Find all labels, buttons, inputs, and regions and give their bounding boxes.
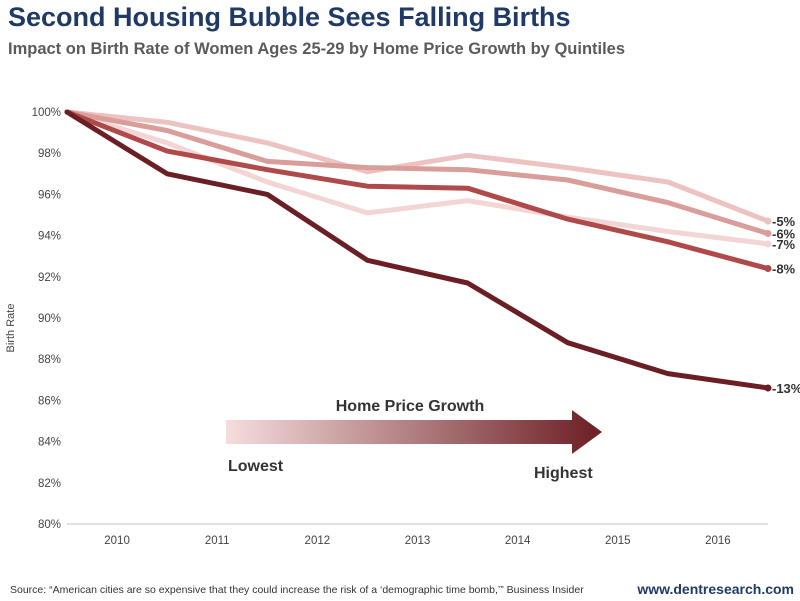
series-end-point bbox=[764, 265, 772, 273]
series-line-3 bbox=[64, 109, 771, 236]
series-end-point bbox=[764, 240, 772, 248]
y-tick-label: 94% bbox=[38, 231, 61, 243]
series-end-label: -7% bbox=[772, 237, 796, 252]
highest-label: Highest bbox=[534, 465, 593, 482]
home-price-growth-label: Home Price Growth bbox=[336, 398, 484, 415]
x-tick-label: 2012 bbox=[305, 535, 331, 547]
y-tick-label: 96% bbox=[38, 189, 61, 201]
x-tick-label: 2013 bbox=[405, 535, 431, 547]
home-price-growth-arrow bbox=[226, 410, 602, 454]
y-tick-label: 86% bbox=[38, 395, 61, 407]
y-tick-label: 92% bbox=[38, 272, 61, 284]
chart-subtitle: Impact on Birth Rate of Women Ages 25-29… bbox=[8, 40, 626, 58]
series-line-1 bbox=[64, 109, 771, 247]
series-end-point bbox=[764, 217, 772, 225]
y-tick-label: 98% bbox=[38, 148, 61, 160]
website-link[interactable]: www.dentresearch.com bbox=[637, 581, 794, 597]
series-line-2 bbox=[64, 109, 771, 224]
x-tick-label: 2015 bbox=[605, 535, 631, 547]
lowest-label: Lowest bbox=[228, 458, 284, 475]
x-tick-label: 2014 bbox=[505, 535, 531, 547]
series-end-label: -8% bbox=[772, 262, 796, 277]
series-end-label: -5% bbox=[772, 214, 796, 229]
y-tick-label: 84% bbox=[38, 437, 61, 449]
y-tick-label: 100% bbox=[32, 107, 61, 119]
y-axis-label: Birth Rate bbox=[5, 304, 17, 353]
y-tick-label: 88% bbox=[38, 354, 61, 366]
y-tick-label: 80% bbox=[38, 519, 61, 531]
series-end-point bbox=[764, 384, 772, 392]
source-note: Source: “American cities are so expensiv… bbox=[10, 584, 584, 596]
series-end-label: -13% bbox=[772, 381, 800, 396]
series-end-point bbox=[764, 230, 772, 238]
series-end-label: -6% bbox=[772, 227, 796, 242]
x-tick-label: 2011 bbox=[205, 535, 230, 547]
chart-title: Second Housing Bubble Sees Falling Birth… bbox=[8, 2, 571, 32]
y-tick-label: 82% bbox=[38, 478, 61, 490]
series-line-4 bbox=[64, 109, 771, 272]
x-tick-label: 2010 bbox=[104, 535, 130, 547]
series-line-5 bbox=[64, 109, 771, 391]
x-tick-label: 2016 bbox=[705, 535, 731, 547]
y-tick-label: 90% bbox=[38, 313, 61, 325]
